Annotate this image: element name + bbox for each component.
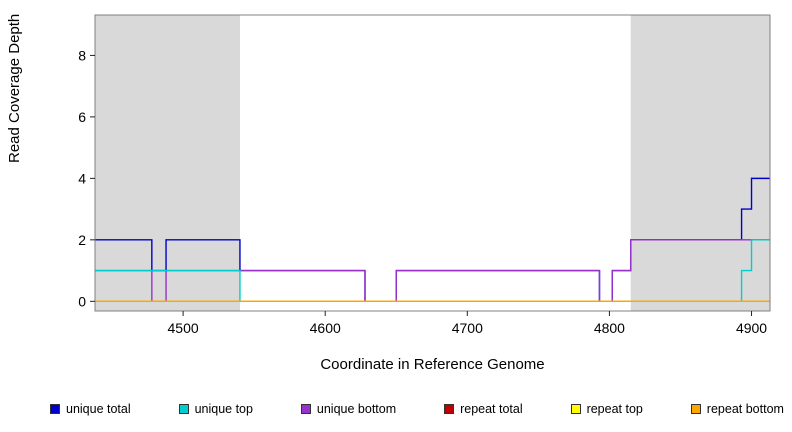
legend-swatch-icon (300, 404, 311, 414)
legend-label: repeat bottom (706, 402, 784, 416)
x-tick-label: 4700 (452, 320, 483, 336)
legend-swatch-icon (570, 404, 581, 414)
x-tick-label: 4900 (736, 320, 767, 336)
x-tick-label: 4500 (168, 320, 199, 336)
legend-label: unique bottom (316, 402, 397, 416)
repeat-region-shade (630, 15, 770, 311)
x-tick-label: 4600 (310, 320, 341, 336)
series-unique-top (95, 239, 770, 303)
legend-item-repeat-top: repeat top (570, 402, 643, 416)
repeat-region-shade (95, 15, 240, 311)
plot-frame (94, 14, 771, 312)
legend-swatch-icon (690, 404, 701, 414)
legend-swatch-icon (178, 404, 189, 414)
y-tick-label: 8 (78, 47, 86, 63)
legend-label: unique total (66, 402, 131, 416)
legend-item-repeat-total: repeat total (444, 402, 523, 416)
plot-svg: 4500 4600 4700 4800 4900 0 2 4 6 8 (78, 14, 771, 336)
legend: unique total unique top unique bottom repea… (50, 399, 784, 419)
legend-item-unique-total: unique total (50, 402, 131, 416)
legend-item-repeat-bottom: repeat bottom (690, 402, 784, 416)
legend-swatch-icon (444, 404, 455, 414)
legend-label: repeat top (586, 402, 643, 416)
y-tick-label: 4 (78, 170, 86, 186)
x-axis-title: Coordinate in Reference Genome (320, 356, 545, 373)
legend-item-unique-top: unique top (178, 402, 253, 416)
legend-item-unique-bottom: unique bottom (300, 402, 397, 416)
y-tick-label: 0 (78, 293, 86, 309)
y-tick-label: 2 (78, 232, 86, 248)
legend-swatch-icon (50, 404, 60, 414)
legend-label: repeat total (460, 402, 523, 416)
y-tick-label: 6 (78, 109, 86, 125)
x-tick-label: 4800 (594, 320, 625, 336)
legend-label: unique top (194, 402, 253, 416)
